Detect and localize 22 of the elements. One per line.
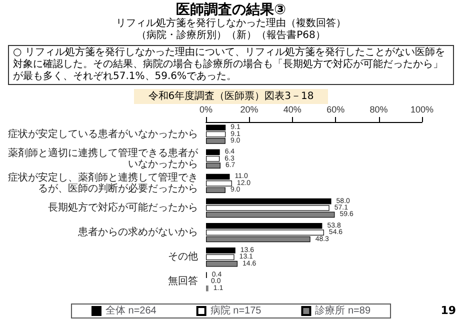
text: ○ リフィル処方箋を発行しなかった理由について、リフィル処方箋を発行したことがない医師を対象に確認した。その結果、病院の場合も診療所の場合も「長期処方で対応が可能だったから」が最も多く、それぞれ57.1%、59.6%であった。: [8, 45, 454, 85]
y-tick-label: その他: [168, 250, 198, 263]
y-tick-label: 症状が安定している患者がいなかったから: [8, 128, 198, 140]
x-tick-label: 80%: [370, 104, 388, 114]
x-tick-label: 40%: [283, 104, 302, 114]
y-tick-label: 患者からの求めがないから: [77, 226, 198, 238]
x-tick-label: 100%: [410, 104, 434, 114]
text: 令和6年度調査（医師票）図表3－18: [134, 89, 328, 104]
y-tick-label: 薬剤師と適切に連携して管理できる患者がいなかったから: [8, 146, 199, 170]
legend-label: 病院 n=175: [210, 304, 262, 316]
chart-title: 医師調査の結果③: [176, 2, 287, 18]
x-tick-label: 20%: [240, 104, 258, 114]
legend-label: 全体 n=264: [105, 304, 157, 316]
x-tick-label: 60%: [326, 104, 345, 114]
chart-subtitle: リフィル処方箋を発行しなかった理由（複数回答）: [115, 18, 347, 30]
text: 19: [440, 304, 456, 317]
y-tick-label: 無回答: [168, 275, 198, 288]
y-tick-label: 症状が安定し、薬剤師と連携して管理できるが、医師の判断が必要だったから: [8, 171, 198, 194]
legend-label: 診療所 n=89: [315, 304, 371, 316]
text: （病院・診療所別）（新）（報告書P68）: [136, 30, 326, 42]
x-tick-label: 0%: [199, 104, 213, 114]
y-tick-label: 長期処方で対応が可能だったから: [48, 202, 198, 214]
